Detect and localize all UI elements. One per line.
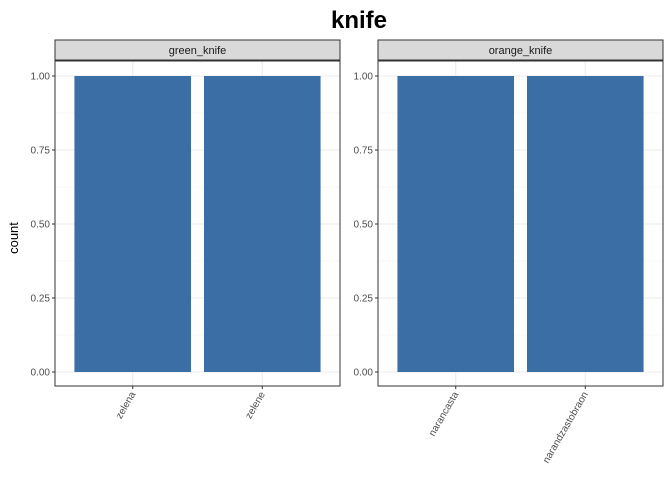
facet-strip-label: orange_knife	[489, 45, 553, 57]
bar-narancasta	[397, 76, 515, 372]
y-tick-label: 0.25	[31, 294, 51, 305]
y-tick-label: 0.75	[354, 146, 374, 157]
y-tick-label: 0.50	[354, 220, 374, 231]
x-tick-label-narandzastobraon: narandzastobraon	[541, 390, 591, 465]
y-tick-label: 1.00	[354, 72, 374, 83]
y-tick-label: 0.50	[31, 220, 51, 231]
facet-panel-1: orange_knife 0.00 0.25 0.50 0.75 1.00 narancas…	[354, 39, 664, 465]
facet-panel-0: green_knife 0.00 0.25 0.50 0.75 1.00 zelena zel…	[31, 39, 341, 421]
x-tick-label-narancasta: narancasta	[427, 390, 461, 439]
bar-narandzastobraon	[526, 76, 644, 372]
facet-panels: green_knife 0.00 0.25 0.50 0.75 1.00 zelena zel…	[31, 39, 664, 465]
x-tick-label-zelena: zelena	[114, 390, 138, 421]
facet-strip	[54, 39, 341, 61]
y-tick-label: 0.00	[354, 368, 374, 379]
bar-zelena	[74, 76, 192, 372]
facet-strip	[377, 39, 664, 61]
chart-title: knife	[331, 7, 387, 34]
y-tick-label: 1.00	[31, 72, 51, 83]
y-tick-label: 0.25	[354, 294, 374, 305]
facet-strip-label: green_knife	[169, 45, 227, 57]
bar-zelene	[203, 76, 321, 372]
y-axis-label: count	[6, 222, 21, 254]
y-tick-label: 0.75	[31, 146, 51, 157]
x-tick-label-zelene: zelene	[244, 390, 268, 421]
y-tick-label: 0.00	[31, 368, 51, 379]
